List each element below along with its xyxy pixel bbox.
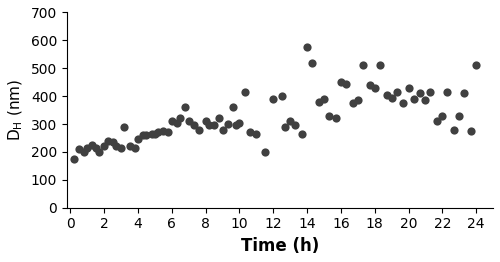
X-axis label: Time (h): Time (h) — [241, 237, 319, 255]
Point — [354, 98, 362, 102]
Point — [88, 143, 96, 147]
Point — [450, 128, 458, 132]
Point — [75, 147, 83, 151]
Point — [444, 90, 452, 94]
Point — [160, 129, 168, 133]
Point — [366, 83, 374, 87]
Point — [320, 97, 328, 101]
Point — [236, 121, 244, 125]
Point — [434, 119, 442, 123]
Point — [92, 146, 100, 150]
Point — [151, 132, 159, 136]
Point — [164, 130, 172, 134]
Point — [134, 137, 142, 141]
Point — [261, 150, 269, 154]
Point — [337, 80, 345, 84]
Point — [117, 146, 125, 150]
Point — [438, 114, 446, 118]
Point — [382, 93, 390, 97]
Point — [286, 119, 294, 123]
Point — [195, 128, 203, 132]
Point — [70, 157, 78, 161]
Point — [278, 94, 285, 98]
Point — [315, 100, 323, 104]
Point — [168, 119, 176, 123]
Point — [205, 123, 213, 128]
Point — [210, 123, 218, 128]
Point — [416, 91, 424, 95]
Point — [388, 95, 396, 100]
Point — [218, 128, 226, 132]
Point — [308, 61, 316, 65]
Point — [228, 105, 236, 110]
Point — [460, 91, 468, 95]
Point — [455, 114, 463, 118]
Point — [376, 63, 384, 68]
Point — [224, 122, 232, 126]
Point — [332, 116, 340, 121]
Point — [246, 130, 254, 134]
Point — [182, 105, 190, 110]
Point — [126, 144, 134, 149]
Point — [404, 86, 412, 90]
Point — [410, 97, 418, 101]
Point — [154, 130, 162, 134]
Point — [190, 123, 198, 128]
Point — [370, 86, 378, 90]
Point — [100, 144, 108, 149]
Point — [426, 90, 434, 94]
Point — [232, 123, 240, 128]
Point — [422, 98, 430, 102]
Point — [400, 101, 407, 105]
Y-axis label: $\mathregular{D_H}$ (nm): $\mathregular{D_H}$ (nm) — [7, 79, 26, 141]
Point — [80, 150, 88, 154]
Point — [252, 132, 260, 136]
Point — [303, 45, 311, 50]
Point — [108, 140, 116, 144]
Point — [342, 81, 350, 86]
Point — [142, 133, 150, 137]
Point — [467, 129, 475, 133]
Point — [84, 146, 92, 150]
Point — [325, 114, 333, 118]
Point — [173, 121, 181, 125]
Point — [148, 132, 156, 136]
Point — [184, 119, 192, 123]
Point — [240, 90, 248, 94]
Point — [202, 119, 209, 123]
Point — [472, 63, 480, 68]
Point — [104, 139, 112, 143]
Point — [176, 116, 184, 121]
Point — [392, 90, 400, 94]
Point — [95, 150, 103, 154]
Point — [270, 97, 278, 101]
Point — [215, 116, 223, 121]
Point — [298, 132, 306, 136]
Point — [139, 133, 147, 137]
Point — [281, 125, 289, 129]
Point — [130, 146, 138, 150]
Point — [120, 125, 128, 129]
Point — [112, 144, 120, 149]
Point — [348, 101, 356, 105]
Point — [359, 63, 367, 68]
Point — [291, 123, 299, 128]
